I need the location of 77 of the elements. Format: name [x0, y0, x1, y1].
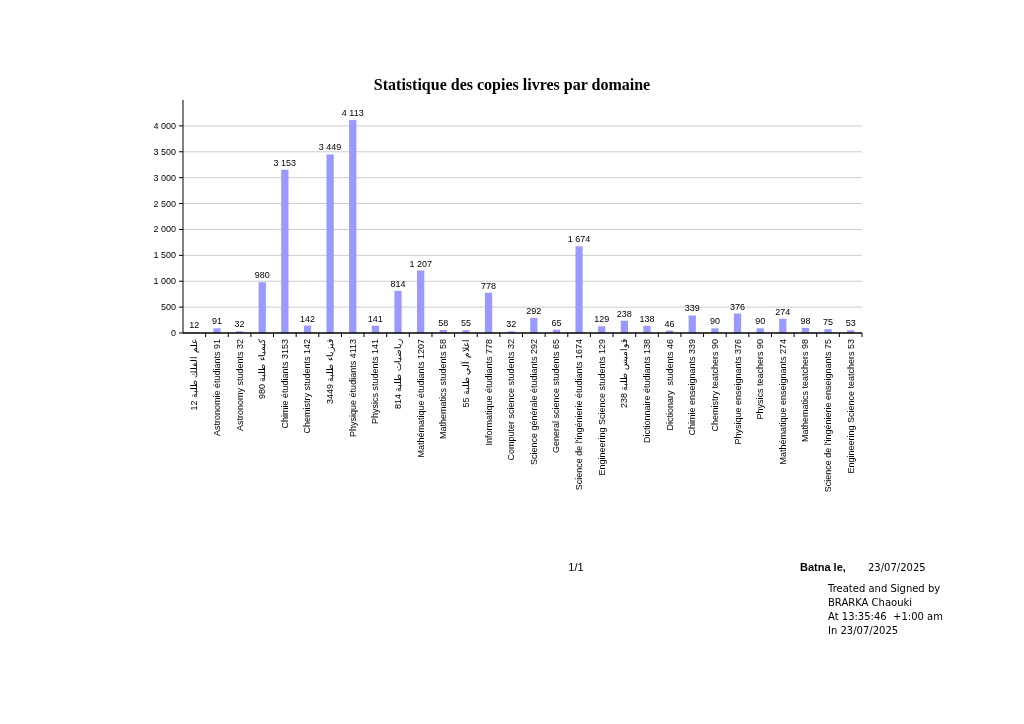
y-tick-label: 1 000 — [153, 276, 176, 287]
data-label: 1 207 — [409, 258, 432, 269]
x-tick-label: Mathematics teatchers 98 — [800, 339, 811, 443]
data-label: 12 — [189, 320, 200, 331]
y-tick-label: 0 — [170, 328, 176, 338]
y-tick-label: 2 000 — [153, 224, 176, 235]
x-tick-label: Astronomy students 32 — [234, 339, 245, 432]
data-label: 980 — [254, 270, 270, 281]
x-tick-label: Dictionnaire étudiants 138 — [641, 339, 652, 444]
x-tick-label: قواميس طلبة 238 — [619, 339, 631, 409]
data-label: 274 — [775, 306, 791, 317]
x-tick-label: Physics students 141 — [370, 339, 381, 425]
x-tick-label: Science générale étudiants 292 — [528, 339, 539, 466]
text: Batna le, — [800, 561, 846, 573]
text: 1/1 — [568, 561, 584, 573]
data-label: 814 — [390, 278, 406, 289]
text: Treated and Signed by — [827, 583, 941, 594]
data-label: 129 — [594, 314, 610, 325]
x-tick-label: Informatique étudiants 778 — [483, 339, 494, 446]
text: BRARKA Chaouki — [828, 597, 913, 608]
x-tick-label: General science students 65 — [551, 339, 562, 454]
y-tick-label: 4 000 — [153, 120, 176, 131]
data-label: 778 — [481, 280, 497, 291]
chart-title: Statistique des copies livres par domaine — [373, 76, 651, 94]
x-tick-label: Chimie étudiants 3153 — [279, 339, 290, 429]
data-label: 292 — [526, 305, 542, 316]
data-label: 91 — [211, 316, 222, 327]
text: In 23/07/2025 — [828, 625, 899, 636]
data-label: 90 — [709, 316, 720, 327]
data-label: 55 — [460, 318, 471, 329]
y-tick-label: 3 500 — [153, 146, 176, 157]
x-tick-label: Physique étudiants 4113 — [347, 339, 358, 437]
x-tick-label: Physics teachers 90 — [755, 339, 766, 420]
data-label: 90 — [755, 316, 766, 327]
x-tick-label: Physique enseignants 376 — [732, 339, 743, 445]
x-tick-label: فيزياء طلبة 3449 — [325, 339, 337, 405]
x-tick-label: Science de l'ingénierie enseignants 75 — [823, 339, 834, 493]
x-tick-label: Chimie enseignants 339 — [687, 339, 698, 436]
data-label: 3 153 — [273, 157, 297, 168]
x-tick-label: اعلام آلي طلبة 55 — [459, 339, 472, 408]
data-label: 46 — [664, 318, 675, 329]
x-tick-label: Computer science students 32 — [506, 339, 517, 461]
data-label: 75 — [823, 317, 834, 328]
data-label: 32 — [506, 319, 517, 330]
data-label: 142 — [299, 313, 315, 324]
x-tick-label: Chemistry students 142 — [302, 339, 313, 434]
data-label: 339 — [684, 303, 700, 314]
data-label: 238 — [616, 308, 632, 319]
x-tick-label: Dictionary students 46 — [664, 339, 675, 431]
x-tick-label: Astronomie étudiants 91 — [211, 339, 222, 437]
text: At 13:35:46 +1:00 am — [828, 611, 943, 622]
data-label: 58 — [438, 318, 449, 328]
data-label: 3 449 — [318, 142, 342, 153]
x-tick-label: Mathématique étudiants 1207 — [415, 339, 426, 458]
y-tick-label: 2 500 — [153, 198, 176, 209]
text: 23/07/2025 — [868, 562, 926, 573]
x-tick-label: Mathematics students 58 — [438, 339, 449, 440]
data-label: 376 — [730, 301, 746, 312]
x-tick-label: Chemistry teatchers 90 — [709, 339, 720, 432]
x-tick-label: Engineering Science teatchers 53 — [845, 339, 856, 474]
y-tick-label: 1 500 — [153, 250, 176, 261]
x-tick-label: Mathématique enseignants 274 — [777, 339, 788, 465]
y-tick-label: 3 000 — [153, 172, 176, 183]
x-tick-label: كيمياء طلبة 980 — [257, 338, 268, 400]
x-tick-label: رياضيات طلبة 814 — [393, 339, 405, 410]
x-tick-label: علم الفلك طلبة 12 — [189, 339, 201, 411]
data-label: 138 — [639, 313, 655, 324]
data-label: 141 — [367, 313, 383, 324]
data-label: 65 — [551, 317, 562, 328]
data-label: 32 — [234, 319, 245, 330]
data-label: 4 113 — [341, 108, 364, 119]
x-tick-label: Engineering Science students 129 — [596, 339, 607, 476]
data-label: 1 674 — [567, 234, 591, 245]
y-tick-label: 500 — [160, 302, 176, 313]
data-label: 53 — [845, 318, 856, 329]
data-label: 98 — [800, 315, 811, 326]
x-tick-label: Science de l'ingénierie étudiants 1674 — [574, 339, 585, 491]
